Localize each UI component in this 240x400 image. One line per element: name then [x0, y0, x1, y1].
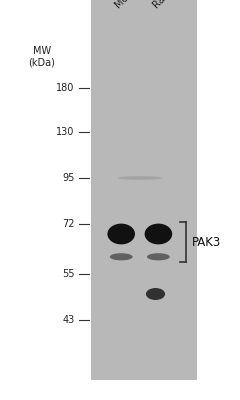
Text: Rat brain: Rat brain	[151, 0, 190, 10]
Text: 55: 55	[62, 269, 74, 279]
Ellipse shape	[146, 288, 165, 300]
Text: PAK3: PAK3	[192, 236, 221, 248]
Text: 43: 43	[62, 315, 74, 325]
Text: Mouse brain: Mouse brain	[113, 0, 162, 10]
Ellipse shape	[108, 224, 135, 244]
Ellipse shape	[110, 253, 132, 260]
Ellipse shape	[118, 176, 162, 180]
Text: 180: 180	[56, 83, 74, 93]
Text: 130: 130	[56, 127, 74, 137]
Ellipse shape	[147, 253, 170, 260]
Text: MW
(kDa): MW (kDa)	[29, 46, 55, 68]
Text: 72: 72	[62, 219, 74, 229]
Bar	[91, 0, 197, 380]
Ellipse shape	[144, 224, 172, 244]
Text: 95: 95	[62, 173, 74, 183]
